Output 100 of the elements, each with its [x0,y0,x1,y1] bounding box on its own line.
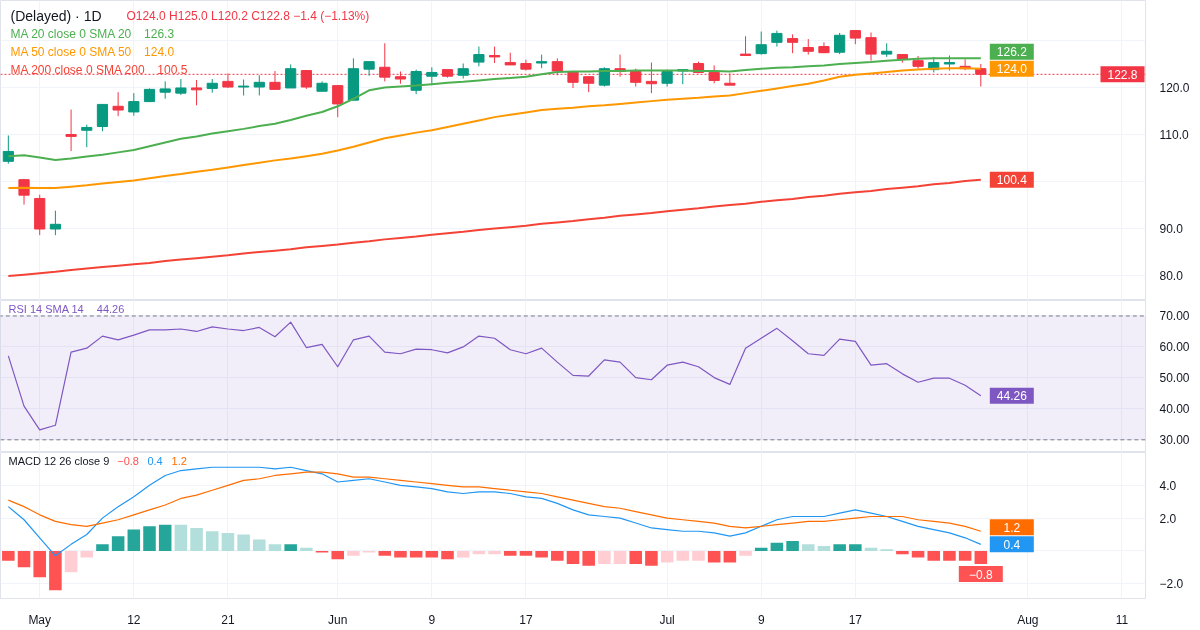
data-label: −0.8 [968,567,993,582]
data-label: 124.0 [996,62,1028,77]
bar [566,550,580,565]
candlestick [128,92,140,117]
x-tick-label: 9 [428,612,436,627]
text: MA 50 close 0 SMA 50 [10,44,132,59]
bar [613,550,627,565]
candlestick [739,35,752,57]
y-tick-label: 2.0 [1159,511,1177,526]
candlestick [253,74,265,96]
candlestick [2,134,14,165]
line-series [7,321,982,431]
bar [174,524,188,551]
line-series [7,178,982,278]
candlestick [332,85,344,118]
x-tick-label: 11 [1115,612,1129,627]
bar [17,550,31,568]
bar [692,550,705,561]
y-tick-label: −2.0 [1159,577,1184,592]
y-tick-label: 40.00 [1159,402,1190,417]
bar [503,550,517,556]
data-label: 126.2 [996,45,1028,60]
bar [660,550,674,563]
bar [519,550,533,556]
y-tick-label: 30.00 [1159,433,1190,448]
x-tick-label: 9 [757,612,765,627]
annotation: O124.0 H125.0 L120.2 C122.8 −1.4 (−1.13%) [126,8,370,23]
candlestick [865,31,877,62]
candlestick [410,69,422,95]
bar [817,546,831,551]
annotation: 0.4 [147,454,163,467]
bar [158,524,172,551]
annotation: 1.2 [171,454,187,467]
candlestick [81,124,93,148]
ref-line-label: 122.8 [1107,67,1138,82]
bar [284,544,297,551]
annotation: 124.0 [144,45,175,59]
bar [33,550,46,578]
bar [237,534,250,551]
bar [551,550,564,561]
bar [221,532,235,551]
bar [849,544,862,551]
line-series [7,471,982,532]
candlestick [112,91,124,117]
bar [582,550,595,566]
candlestick [175,78,187,96]
chart-title: MACD 12 26 close 9 [8,454,110,467]
candlestick [65,109,77,152]
x-tick-label: 21 [221,612,235,627]
annotation: 44.26 [96,302,125,315]
bar [645,550,658,566]
bar [300,547,313,551]
annotation: −0.8 [117,454,139,467]
text: MA 20 close 0 SMA 20 [10,26,132,41]
x-tick-label: May [28,612,52,627]
bar [958,550,972,561]
bar [802,544,815,551]
annotation: 126.3 [144,27,175,41]
data-label: 0.4 [1003,537,1021,552]
bar [943,550,956,561]
bar [598,550,611,565]
candlestick [49,210,61,236]
y-tick-label: 110.0 [1159,128,1189,143]
bar [707,550,721,563]
y-tick-label: 120.0 [1159,80,1190,95]
y-tick-label: 60.00 [1159,340,1190,355]
bar [127,529,141,551]
x-tick-label: 12 [127,612,141,627]
bar [2,550,15,561]
x-tick-label: 17 [519,612,533,627]
candlestick [96,103,109,132]
bar [488,550,501,555]
bar [190,527,203,551]
bar [629,550,643,565]
text: (Delayed) · 1D [10,7,102,24]
bar [205,531,219,551]
bar [111,536,125,551]
candlestick [834,32,846,55]
y-tick-label: 90.0 [1159,222,1184,237]
bar [676,550,690,561]
bar [143,526,156,551]
data-label: 44.26 [996,389,1028,404]
x-tick-label: Aug [1017,612,1039,627]
y-tick-label: 80.0 [1159,269,1184,284]
bar [394,550,407,558]
y-tick-label: 4.0 [1159,478,1177,493]
bar [974,550,988,565]
candlestick [786,33,799,54]
y-tick-label: 70.00 [1159,309,1190,324]
bar [347,550,360,556]
text: RSI 14 SMA 14 [8,302,84,315]
bar [723,550,737,563]
bar [833,544,846,551]
bar [80,550,94,558]
bar [770,542,784,551]
bar [49,550,62,591]
bar [253,539,266,551]
x-tick-label: 17 [848,612,863,627]
data-label: 1.2 [1003,520,1021,535]
bar [739,550,752,556]
